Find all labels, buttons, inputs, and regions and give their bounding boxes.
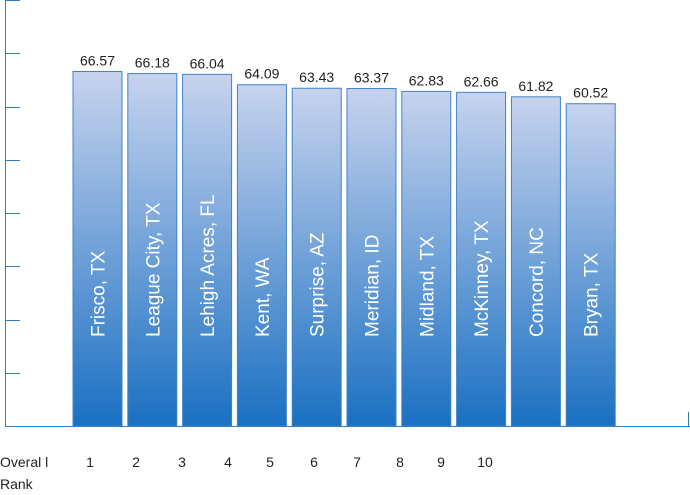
category-label: League City, TX — [143, 202, 164, 337]
chart-bars — [72, 71, 616, 427]
value-label: 66.18 — [135, 55, 170, 71]
value-label: 63.43 — [299, 69, 334, 85]
rank-label: 5 — [266, 454, 274, 470]
rank-label: 4 — [224, 454, 232, 470]
rank-labels: 1 2 3 4 5 6 7 8 9 10 — [86, 454, 493, 470]
category-label: Surprise, AZ — [308, 232, 329, 337]
category-label: Bryan, TX — [582, 253, 603, 337]
rank-label: 6 — [310, 454, 318, 470]
bar — [401, 90, 452, 427]
bar — [510, 96, 561, 427]
bar — [236, 84, 287, 427]
category-label: Frisco, TX — [89, 250, 110, 337]
bar — [127, 73, 178, 427]
bar — [456, 91, 507, 427]
rank-label: 1 — [86, 454, 94, 470]
bar — [565, 103, 616, 427]
value-label: 62.66 — [464, 73, 499, 89]
bar — [182, 73, 233, 427]
value-label: 66.04 — [190, 55, 225, 71]
value-label: 64.09 — [244, 66, 279, 82]
value-label: 63.37 — [354, 70, 389, 86]
category-label: Midland, TX — [417, 236, 438, 337]
value-labels: 66.57 66.18 66.04 64.09 63.43 63.37 62.83 62.66… — [80, 53, 608, 101]
rank-label: 9 — [437, 454, 445, 470]
category-label: Lehigh Acres, FL — [198, 194, 219, 337]
bar — [72, 71, 123, 427]
value-label: 66.57 — [80, 53, 115, 69]
bar — [346, 88, 397, 427]
rank-axis-title: Overal l Rank — [0, 451, 48, 495]
rank-label: 10 — [477, 454, 493, 470]
category-label: Kent, WA — [253, 257, 274, 337]
category-label: Concord, NC — [527, 227, 548, 337]
rank-label: 2 — [132, 454, 140, 470]
value-label: 62.83 — [409, 72, 444, 88]
rank-axis-title-line1: Overal l — [0, 454, 49, 470]
bar — [291, 87, 342, 427]
category-label: Meridian, ID — [363, 235, 384, 337]
value-label: 60.52 — [573, 85, 608, 101]
value-label: 61.82 — [518, 78, 553, 94]
rank-label: 3 — [178, 454, 186, 470]
category-labels: Frisco, TX League City, TX Lehigh Acres, F… — [89, 194, 603, 337]
rank-label: 7 — [353, 454, 361, 470]
category-label: McKinney, TX — [472, 220, 493, 337]
rank-axis-title-line2: Rank — [0, 476, 33, 492]
rank-label: 8 — [396, 454, 404, 470]
